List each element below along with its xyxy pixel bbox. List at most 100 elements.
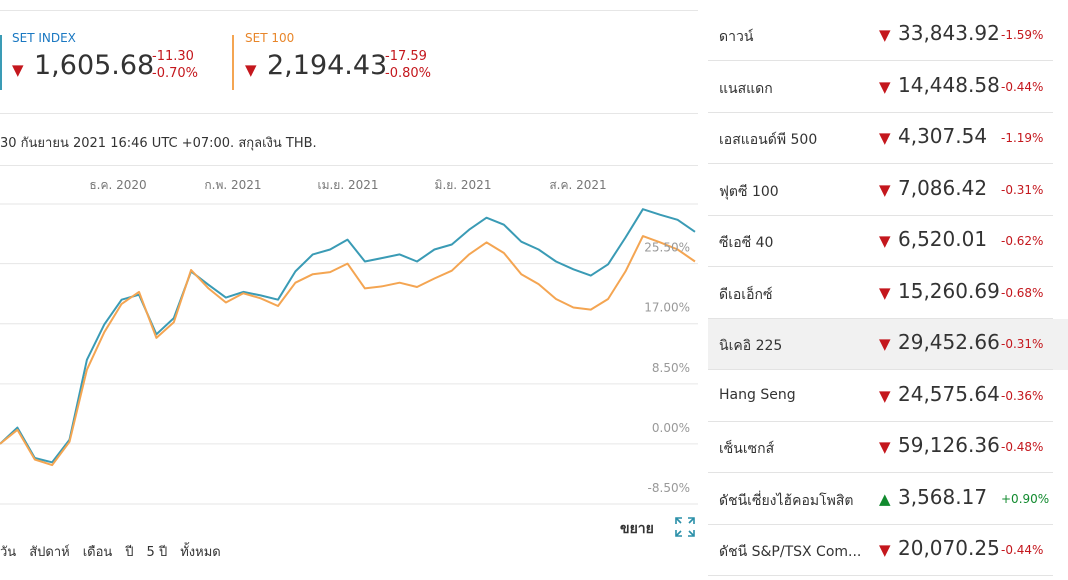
market-percent: +0.90% — [1001, 491, 1050, 506]
market-row[interactable]: ดีเอเอ็กซ์ ▼ 15,260.69 -0.68% — [708, 268, 1068, 319]
market-value: 29,452.66 — [898, 330, 1000, 354]
row-divider — [708, 111, 1053, 113]
market-name: เอสแอนด์พี 500 — [719, 132, 818, 148]
y-tick-label: 8.50% — [652, 361, 690, 375]
range-button[interactable]: วัน — [0, 545, 17, 560]
x-tick-label: มิ.ย. 2021 — [435, 178, 492, 192]
market-percent: -0.68% — [1001, 285, 1044, 300]
market-value: 3,568.17 — [898, 484, 988, 509]
index-label: SET INDEX — [12, 31, 76, 45]
index-value: 1,605.68 — [34, 50, 155, 81]
market-arrow: ▼ — [879, 386, 891, 405]
index-bar — [232, 35, 234, 90]
market-arrow: ▼ — [879, 180, 891, 199]
timestamp: 30 กันยายน 2021 16:46 UTC +07:00. สกุลเง… — [0, 136, 317, 151]
row-divider — [708, 369, 1053, 370]
market-percent: -0.48% — [1001, 440, 1044, 454]
index-change: -17.59 — [385, 49, 427, 64]
row-divider — [708, 60, 1053, 61]
row-divider — [708, 214, 1053, 216]
market-arrow: ▼ — [879, 283, 891, 302]
x-tick-label: ก.พ. 2021 — [204, 178, 261, 192]
market-row[interactable]: แนสแดก ▼ 14,448.58 -0.44% — [708, 62, 1068, 113]
index-change: -11.30 — [152, 49, 194, 64]
divider — [0, 113, 698, 114]
row-divider — [708, 523, 1053, 525]
x-tick-label: ธ.ค. 2020 — [89, 178, 146, 192]
market-row[interactable]: ดัชนี S&P/TSX Com... ▼ 20,070.25 -0.44% — [708, 525, 1068, 576]
row-divider — [708, 266, 1053, 267]
divider — [0, 10, 698, 11]
row-divider — [708, 317, 1053, 319]
market-arrow: ▼ — [879, 541, 891, 559]
market-value: 6,520.01 — [898, 227, 988, 251]
row-divider — [708, 575, 1053, 576]
row-divider — [708, 163, 1053, 164]
market-row[interactable]: Hang Seng ▼ 24,575.64 -0.36% — [708, 371, 1068, 422]
expand-label[interactable]: ขยาย — [620, 521, 654, 537]
range-selector: วัน สัปดาห์ เดือน ปี 5 ปี ทั้งหมด — [0, 541, 221, 562]
range-button[interactable]: 5 ปี — [146, 545, 168, 560]
index-percent: -0.80% — [385, 66, 431, 81]
series-line — [0, 235, 696, 467]
market-arrow: ▼ — [879, 438, 891, 456]
x-tick-label: ส.ค. 2021 — [549, 178, 606, 192]
market-arrow: ▲ — [879, 489, 891, 508]
range-button[interactable]: เดือน — [82, 545, 113, 560]
series-line — [0, 208, 696, 464]
market-percent: -0.36% — [1001, 388, 1044, 403]
market-percent: -1.59% — [1001, 28, 1044, 42]
market-value: 15,260.69 — [898, 278, 1000, 303]
market-value: 14,448.58 — [898, 72, 1000, 97]
index-value: 2,194.43 — [267, 50, 388, 81]
market-name: ดาวน์ — [719, 29, 754, 45]
market-value: 7,086.42 — [898, 175, 988, 200]
market-percent: -0.44% — [1001, 79, 1044, 94]
row-divider — [708, 420, 1053, 422]
x-tick-label: เม.ย. 2021 — [317, 178, 378, 192]
y-tick-label: -8.50% — [648, 481, 690, 495]
market-row[interactable]: นิเคอิ 225 ▼ 29,452.66 -0.31% — [708, 319, 1068, 370]
market-row[interactable]: เอสแอนด์พี 500 ▼ 4,307.54 -1.19% — [708, 113, 1068, 164]
market-value: 33,843.92 — [898, 21, 1000, 45]
index-label: SET 100 — [245, 31, 295, 45]
range-button[interactable]: สัปดาห์ — [29, 545, 70, 560]
market-value: 59,126.36 — [898, 433, 1000, 457]
market-row[interactable]: ดาวน์ ▼ 33,843.92 -1.59% — [708, 10, 1068, 61]
range-button[interactable]: ปี — [125, 545, 134, 560]
row-divider — [708, 472, 1053, 473]
market-name: Hang Seng — [719, 386, 796, 403]
index-arrow: ▼ — [245, 61, 257, 79]
market-value: 20,070.25 — [898, 536, 1000, 560]
market-percent: -0.31% — [1001, 337, 1044, 351]
market-name: นิเคอิ 225 — [719, 338, 783, 354]
market-name: ดีเอเอ็กซ์ — [719, 286, 773, 303]
expand-icon[interactable] — [674, 516, 696, 538]
chart: ธ.ค. 2020 ก.พ. 2021 เม.ย. 2021 มิ.ย. 2021 ส.… — [0, 178, 698, 505]
market-name: เซ็นเซกส์ — [719, 441, 775, 457]
index-arrow: ▼ — [12, 61, 24, 79]
market-value: 4,307.54 — [898, 124, 988, 148]
market-name: ฟุตซี 100 — [719, 183, 779, 200]
index-bar — [0, 35, 2, 90]
y-tick-label: 0.00% — [652, 421, 690, 435]
market-row[interactable]: ฟุตซี 100 ▼ 7,086.42 -0.31% — [708, 165, 1068, 216]
market-row[interactable]: ดัชนีเซี่ยงไฮ้คอมโพสิต ▲ 3,568.17 +0.90% — [708, 474, 1068, 525]
market-name: ดัชนี S&P/TSX Com... — [719, 544, 862, 560]
market-name: ซีเอซี 40 — [719, 235, 774, 251]
market-value: 24,575.64 — [898, 381, 1000, 406]
market-arrow: ▼ — [879, 335, 891, 353]
y-tick-label: 25.50% — [644, 241, 690, 255]
market-row[interactable]: เซ็นเซกส์ ▼ 59,126.36 -0.48% — [708, 422, 1068, 473]
market-name: แนสแดก — [719, 80, 773, 97]
market-arrow: ▼ — [879, 232, 891, 250]
market-arrow: ▼ — [879, 26, 891, 44]
market-percent: -0.44% — [1001, 543, 1044, 557]
divider — [0, 165, 698, 166]
market-percent: -0.31% — [1001, 182, 1044, 197]
market-row[interactable]: ซีเอซี 40 ▼ 6,520.01 -0.62% — [708, 216, 1068, 267]
range-button[interactable]: ทั้งหมด — [180, 545, 221, 560]
market-percent: -1.19% — [1001, 131, 1044, 145]
index-percent: -0.70% — [152, 66, 198, 81]
